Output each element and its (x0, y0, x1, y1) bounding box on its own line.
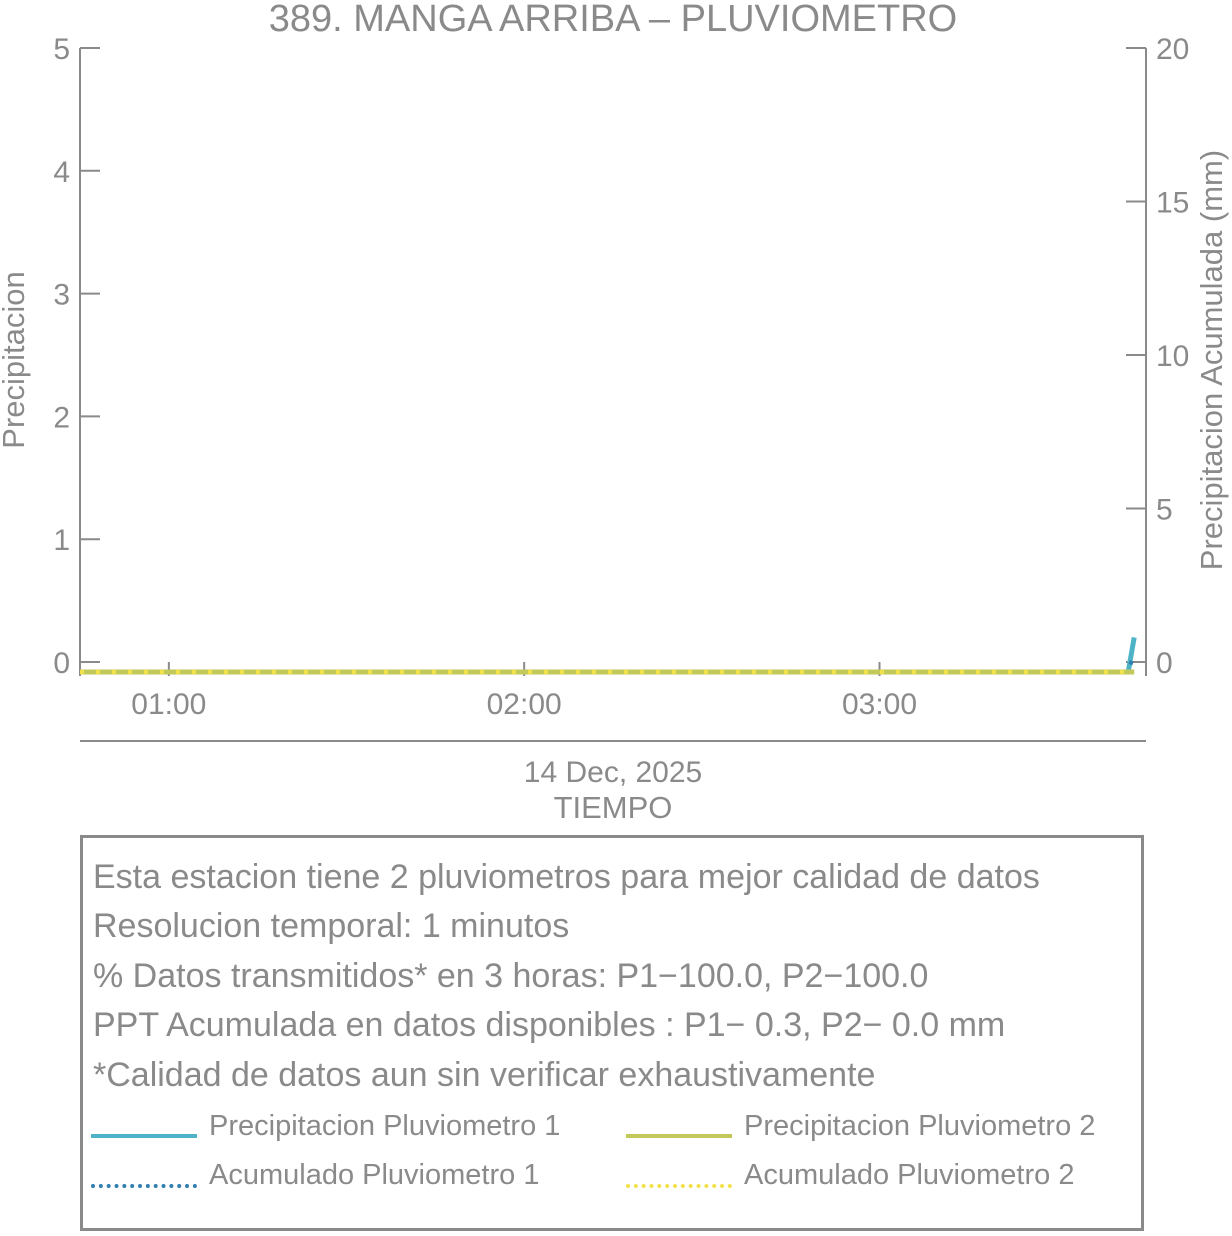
info-accumulated-line: PPT Acumulada en datos disponibles : P1−… (93, 1006, 1006, 1044)
y-axis-right-label: Precipitacion Acumulada (mm) (1194, 150, 1229, 570)
legend-label-accum-1: Acumulado Pluviometro 1 (209, 1159, 540, 1191)
legend-label-accum-2: Acumulado Pluviometro 2 (744, 1159, 1075, 1191)
y-right-tick-label: 5 (1156, 494, 1173, 527)
y-right-tick-label: 10 (1156, 340, 1189, 373)
series-line-3 (80, 652, 1137, 674)
info-resolution-line: Resolucion temporal: 1 minutos (93, 907, 570, 945)
y-right-tick-label: 0 (1156, 647, 1173, 680)
info-quality-note: *Calidad de datos aun sin verificar exha… (93, 1056, 876, 1094)
y-right-tick-label: 20 (1156, 33, 1189, 66)
y-tick-label: 0 (53, 647, 70, 680)
y-tick-label: 4 (53, 156, 70, 189)
series-line-1 (80, 636, 1137, 675)
y-axis-label: Precipitacion (0, 271, 31, 448)
y-tick-label: 1 (53, 524, 70, 557)
legend-swatch-precip-1 (91, 1134, 197, 1138)
y-tick-label: 2 (53, 401, 70, 434)
chart-title: 389. MANGA ARRIBA – PLUVIOMETRO (269, 0, 957, 40)
chart-svg: 389. MANGA ARRIBA – PLUVIOMETRO 0 1 2 3 4 5 0 5… (0, 0, 1229, 825)
legend-swatch-accum-2 (626, 1184, 732, 1188)
legend-swatch-precip-2 (626, 1134, 732, 1138)
x-tick-label: 03:00 (842, 688, 917, 721)
y-tick-label: 3 (53, 279, 70, 312)
legend-label-precip-2: Precipitacion Pluviometro 2 (744, 1110, 1096, 1142)
x-axis-label: TIEMPO (554, 790, 673, 825)
x-axis-date-label: 14 Dec, 2025 (524, 756, 702, 789)
legend-label-precip-1: Precipitacion Pluviometro 1 (209, 1110, 561, 1142)
info-panel: Esta estacion tiene 2 pluviometros para … (80, 835, 1144, 1231)
legend-swatch-accum-1 (91, 1184, 197, 1188)
info-stations-line: Esta estacion tiene 2 pluviometros para … (93, 858, 1040, 896)
axes: 0 1 2 3 4 5 0 5 10 15 20 01:00 02:00 03:00 (53, 33, 1189, 721)
info-transmitted-line: % Datos transmitidos* en 3 horas: P1−100… (93, 957, 929, 995)
x-tick-label: 01:00 (131, 688, 206, 721)
y-right-tick-label: 15 (1156, 187, 1189, 220)
y-tick-label: 5 (53, 33, 70, 66)
series-layer (80, 636, 1137, 675)
x-tick-label: 02:00 (487, 688, 562, 721)
